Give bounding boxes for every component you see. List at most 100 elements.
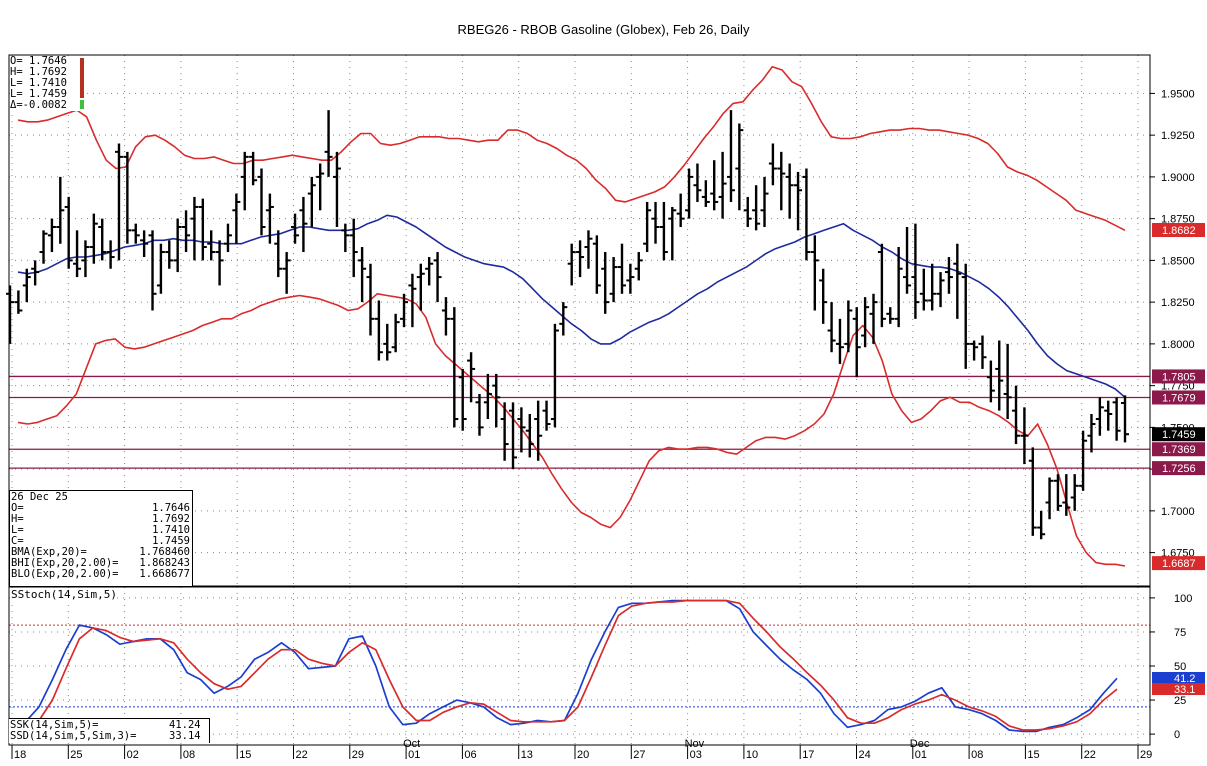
ohlc-bar (701, 180, 710, 207)
info-row-label: L= (11, 524, 24, 536)
price-value-tag (1152, 427, 1205, 442)
ohlc-bar (676, 193, 685, 227)
ohlc-bar (22, 268, 31, 303)
ohlc-line-close: L= 1.7459 (10, 88, 67, 100)
ohlc-bar (89, 213, 98, 264)
price-tick-label: 1.7000 (1161, 506, 1195, 518)
ohlc-bar (785, 163, 794, 219)
ohlc-bar (953, 243, 962, 319)
ohlc-bar (550, 323, 559, 428)
stoch-tick-label: 50 (1174, 661, 1186, 673)
time-tick-label: 24 (859, 749, 871, 761)
ohlc-bar (1053, 474, 1062, 511)
info-row-label: C= (11, 535, 24, 547)
time-tick-label: 18 (14, 749, 26, 761)
stoch-tick-label: 0 (1174, 729, 1180, 741)
ohlc-bar (240, 151, 249, 211)
price-value-tag-text: 1.7679 (1162, 392, 1196, 404)
price-tick-label: 1.8000 (1161, 339, 1195, 351)
ohlc-bar (1012, 385, 1021, 445)
ohlc-bar (114, 143, 123, 261)
ohlc-bar (232, 193, 241, 244)
ohlc-bar (685, 168, 694, 219)
ohlc-line-low: L= 1.7410 (10, 77, 67, 89)
ohlc-bar (1045, 477, 1054, 520)
ohlc-bar (1087, 414, 1096, 453)
time-tick-label: 22 (296, 749, 308, 761)
indicator-info-box: 26 Dec 25 O= 1.7646 H= 1.7692 L= 1.7410 C= 1.74… (9, 490, 193, 587)
grid-layer (9, 55, 1150, 745)
ohlc-bar (735, 123, 744, 211)
ohlc-bar (961, 263, 970, 369)
ohlc-bar (131, 223, 140, 244)
ohlc-bar (911, 223, 920, 319)
ohlc-bar (416, 263, 425, 311)
ohlc-bar (659, 201, 668, 261)
ohlc-bar (366, 263, 375, 336)
ohlc-bar (810, 235, 819, 311)
ohlc-bar (903, 226, 912, 294)
ohlc-bar (869, 293, 878, 344)
ohlc-bar (73, 230, 82, 278)
month-label: Nov (685, 738, 705, 750)
ohlc-bar (835, 318, 844, 364)
ohlc-bar (391, 313, 400, 353)
ssd-value: 33.14 (169, 730, 201, 742)
time-tick-label: 02 (127, 749, 139, 761)
ohlc-bar (1062, 474, 1071, 516)
info-row-value: 1.7410 (152, 524, 190, 536)
price-value-tag (1152, 390, 1205, 405)
chart-title: RBEG26 - RBOB Gasoline (Globex), Feb 26,… (457, 22, 750, 37)
ohlc-bar (215, 240, 224, 286)
stoch-tick-label: 100 (1174, 593, 1192, 605)
ohlc-bar (576, 240, 585, 278)
month-label: Oct (403, 738, 420, 750)
ohlc-bar (1104, 400, 1113, 431)
price-tick-label: 1.9500 (1161, 88, 1195, 100)
ohlc-bar (64, 196, 73, 269)
price-tick-label: 1.8750 (1161, 214, 1195, 226)
ohlc-bar (509, 402, 518, 470)
ohlc-bar (450, 307, 459, 428)
ohlc-bar (458, 368, 467, 431)
price-tick-label: 1.8250 (1161, 297, 1195, 309)
ssd-line (11, 599, 1118, 735)
ohlc-bar (995, 340, 1004, 411)
ohlc-bar (483, 373, 492, 420)
ohlc-bar (165, 240, 174, 269)
stoch-value-tag (1152, 683, 1205, 696)
ohlc-bar (341, 223, 350, 253)
ohlc-bar (383, 323, 392, 361)
price-value-tag-text: 1.6687 (1162, 558, 1196, 570)
ohlc-bar (31, 260, 40, 286)
ohlc-bar (710, 160, 719, 211)
ssk-value: 41.24 (169, 719, 201, 731)
ohlc-bar (56, 176, 65, 244)
ohlc-bar (651, 201, 660, 244)
ohlc-bar (140, 230, 149, 258)
info-row-value: 1.7692 (152, 513, 190, 525)
ohlc-bar (794, 171, 803, 231)
price-tick-label: 1.9000 (1161, 172, 1195, 184)
time-tick-label: 15 (239, 749, 251, 761)
support-resistance-lines (9, 375, 1150, 469)
moving-average-line (17, 214, 1126, 398)
ohlc-bar (173, 218, 182, 273)
price-value-tag (1152, 442, 1205, 457)
ohlc-bar (441, 297, 450, 336)
time-tick-label: 29 (352, 749, 364, 761)
info-row-value: 1.7646 (152, 502, 190, 514)
ohlc-line-open: O= 1.7646 (10, 55, 67, 67)
lower-band-line (17, 292, 1126, 567)
price-value-tag-text: 1.7459 (1162, 429, 1196, 441)
ohlc-bar (743, 196, 752, 227)
month-label: Dec (910, 738, 930, 750)
price-value-tag (1152, 222, 1205, 237)
time-tick-label: 13 (521, 749, 533, 761)
ohlc-bar (944, 257, 953, 294)
ohlc-bar (316, 163, 325, 211)
ohlc-bar (525, 414, 534, 458)
ohlc-bar (408, 273, 417, 328)
ohlc-bar (14, 290, 23, 314)
ssk-label: SSK(14,Sim,5)= (10, 719, 99, 731)
